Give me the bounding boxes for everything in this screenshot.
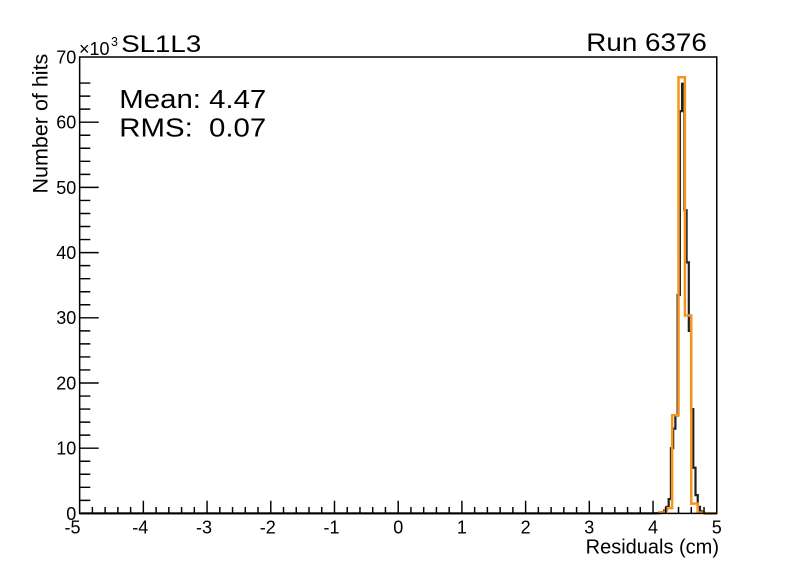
svg-text:Run 6376: Run 6376: [586, 29, 707, 57]
svg-text:SL1L3: SL1L3: [121, 30, 201, 58]
svg-text:30: 30: [56, 308, 76, 328]
svg-text:3: 3: [584, 518, 594, 538]
svg-text:1: 1: [457, 518, 467, 538]
svg-text:Mean: 4.47: Mean: 4.47: [119, 85, 266, 114]
svg-text:-3: -3: [196, 518, 212, 538]
svg-text:40: 40: [56, 243, 76, 263]
svg-text:0: 0: [393, 518, 403, 538]
svg-text:Residuals (cm): Residuals (cm): [586, 536, 719, 558]
svg-text:60: 60: [56, 113, 76, 133]
svg-text:10: 10: [56, 439, 76, 459]
svg-text:4: 4: [648, 518, 658, 538]
svg-text:×10: ×10: [79, 39, 110, 59]
svg-text:0: 0: [66, 504, 76, 524]
svg-text:Number of hits: Number of hits: [29, 54, 53, 194]
svg-text:70: 70: [56, 47, 76, 67]
svg-text:-1: -1: [323, 518, 339, 538]
svg-text:2: 2: [521, 518, 531, 538]
svg-text:50: 50: [56, 178, 76, 198]
svg-text:20: 20: [56, 373, 76, 393]
svg-text:RMS: 0.07: RMS: 0.07: [119, 113, 266, 142]
svg-text:5: 5: [712, 518, 722, 538]
svg-text:-2: -2: [260, 518, 276, 538]
svg-text:-4: -4: [132, 518, 148, 538]
svg-text:-5: -5: [64, 518, 80, 538]
svg-text:3: 3: [111, 35, 118, 49]
